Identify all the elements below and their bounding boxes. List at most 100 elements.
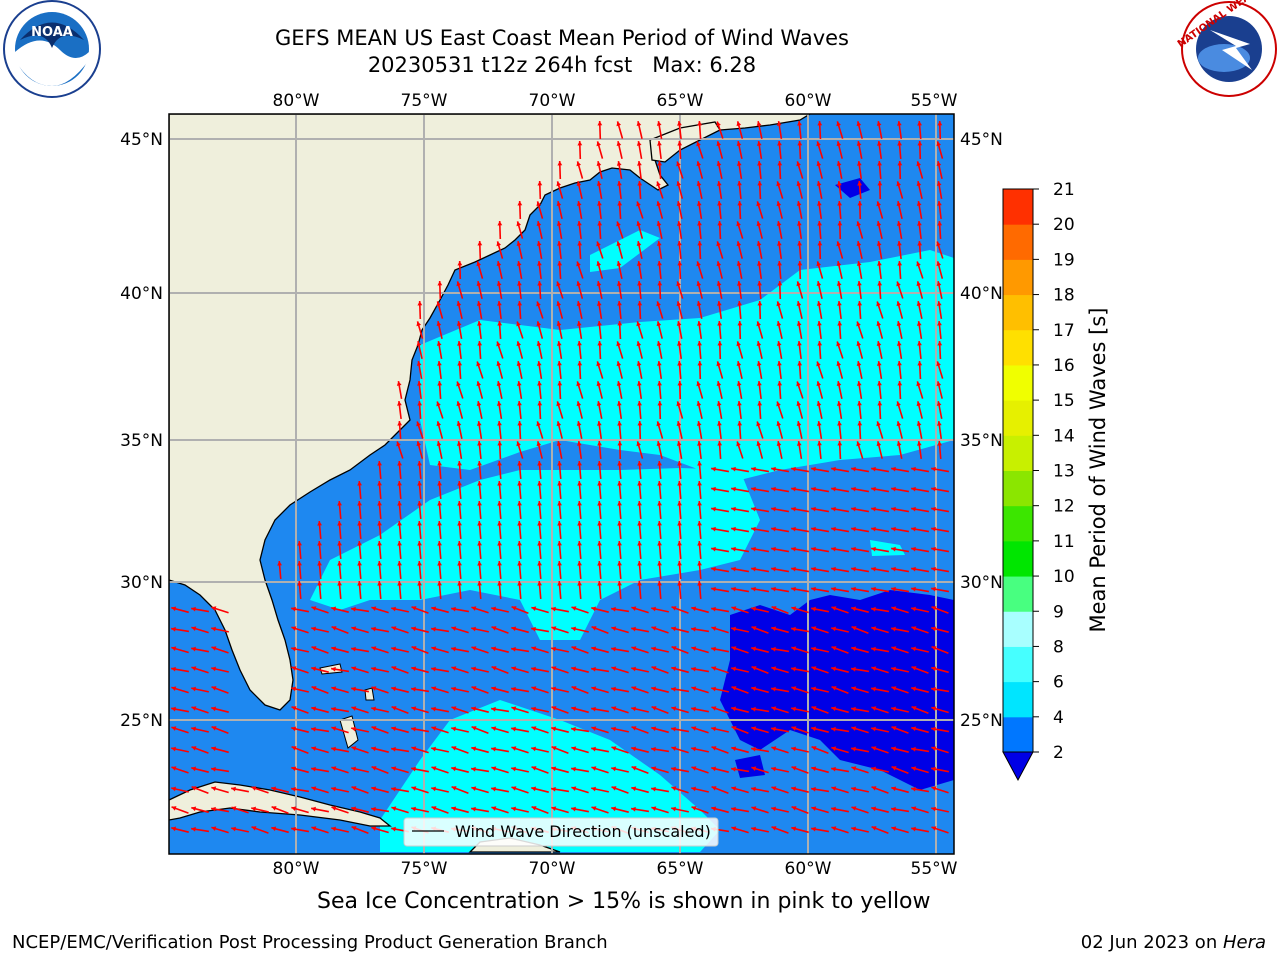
wind-arrow-head (876, 141, 882, 146)
wind-arrow-head (497, 581, 502, 586)
wind-arrow-head (631, 746, 637, 752)
wind-arrow-head (497, 321, 503, 326)
wind-arrow-head (471, 606, 477, 611)
wind-arrow-head (596, 281, 602, 286)
wind-arrow-head (811, 546, 816, 552)
wind-arrow-head (931, 546, 936, 552)
colorbar-segment (1003, 435, 1033, 471)
wind-arrow-head (796, 421, 802, 426)
wind-arrow-head (656, 441, 662, 447)
wind-arrow-head (697, 541, 702, 546)
wind-arrow-head (856, 161, 862, 166)
wind-arrow-head (357, 561, 362, 566)
wind-arrow-head (931, 666, 937, 672)
wind-arrow-head (817, 221, 822, 226)
wind-arrow-head (636, 261, 642, 266)
wind-arrow-head (791, 666, 796, 672)
legend-label: Wind Wave Direction (unscaled) (455, 822, 711, 841)
wind-arrow-head (776, 321, 782, 327)
wind-arrow-head (597, 341, 603, 346)
wind-arrow-head (776, 401, 781, 407)
wind-arrow-head (431, 786, 437, 792)
wind-arrow-head (311, 626, 317, 632)
wind-arrow-head (717, 321, 722, 326)
wind-arrow-head (511, 706, 517, 711)
wind-arrow-head (491, 746, 496, 752)
wind-arrow-head (697, 481, 702, 486)
wind-arrow-head (911, 466, 916, 472)
lon-tick: 75°W (401, 91, 448, 111)
wind-arrow-head (497, 301, 502, 306)
wind-arrow-head (811, 506, 816, 512)
wind-arrow-head (171, 726, 177, 731)
wind-arrow-head (816, 261, 822, 267)
wind-arrow-head (697, 241, 703, 246)
wind-arrow-head (736, 141, 742, 146)
wind-arrow-head (931, 806, 936, 812)
wind-arrow-head (837, 221, 843, 226)
wind-arrow-head (417, 501, 422, 506)
wind-arrow-head (771, 526, 776, 532)
wind-arrow-head (831, 766, 836, 772)
wind-arrow-head (891, 806, 896, 812)
wind-arrow-head (517, 541, 522, 546)
wind-arrow-head (477, 521, 482, 526)
colorbar-tick-label: 17 (1053, 321, 1075, 341)
wind-arrow-head (437, 361, 442, 366)
wind-arrow-head (497, 561, 502, 566)
wind-arrow-head (891, 826, 897, 832)
wind-arrow-head (691, 786, 697, 792)
wind-arrow-head (596, 141, 602, 147)
wind-arrow-head (311, 766, 316, 772)
wind-arrow-head (597, 581, 602, 586)
wind-arrow-head (916, 281, 922, 287)
wind-arrow-head (911, 506, 916, 512)
wind-arrow-head (617, 561, 622, 566)
colorbar-tick-label: 10 (1053, 567, 1075, 587)
wind-arrow-head (671, 626, 677, 632)
wind-arrow-head (937, 121, 943, 126)
wind-arrow-head (377, 501, 382, 506)
colorbar-tick-label: 8 (1053, 637, 1064, 657)
wind-arrow-head (556, 401, 561, 407)
wind-arrow-head (891, 686, 897, 691)
wind-arrow-head (671, 666, 677, 672)
wind-arrow-head (871, 826, 877, 831)
wind-arrow-head (871, 806, 877, 812)
wind-arrow-head (837, 421, 842, 426)
wind-arrow-head (931, 746, 937, 751)
wind-arrow-head (557, 361, 562, 366)
wind-arrow-head (616, 121, 622, 127)
wind-arrow-head (571, 646, 577, 651)
wind-arrow-head (676, 441, 682, 446)
colorbar-tick-label: 19 (1053, 250, 1075, 270)
wind-arrow-head (856, 321, 861, 327)
wind-arrow-head (531, 806, 537, 811)
colorbar-tick-label: 14 (1053, 426, 1075, 446)
wind-arrow-head (496, 281, 502, 286)
wind-arrow-head (431, 646, 437, 652)
wind-arrow-head (896, 281, 901, 287)
wind-arrow-head (791, 686, 797, 691)
wind-arrow-head (297, 581, 302, 586)
wind-arrow-head (311, 826, 317, 831)
wind-arrow-head (771, 806, 777, 812)
wind-arrow-head (517, 401, 522, 406)
wind-arrow-head (576, 161, 582, 167)
footer-date-text: 02 Jun 2023 on (1080, 932, 1223, 953)
wind-arrow-head (891, 746, 897, 752)
wind-arrow-head (796, 301, 802, 307)
wind-arrow-head (536, 361, 542, 366)
wind-arrow-head (711, 566, 716, 572)
wind-arrow-head (916, 201, 922, 206)
wind-arrow-head (531, 726, 537, 731)
wind-arrow-head (871, 626, 877, 632)
wind-arrow-head (551, 646, 556, 652)
wind-arrow-head (676, 341, 682, 346)
wind-arrow-head (297, 561, 302, 566)
wind-arrow-head (591, 706, 596, 712)
wind-arrow-head (671, 766, 676, 772)
wind-arrow-head (451, 766, 457, 772)
wind-arrow-head (796, 441, 802, 446)
wind-arrow-head (876, 321, 882, 327)
